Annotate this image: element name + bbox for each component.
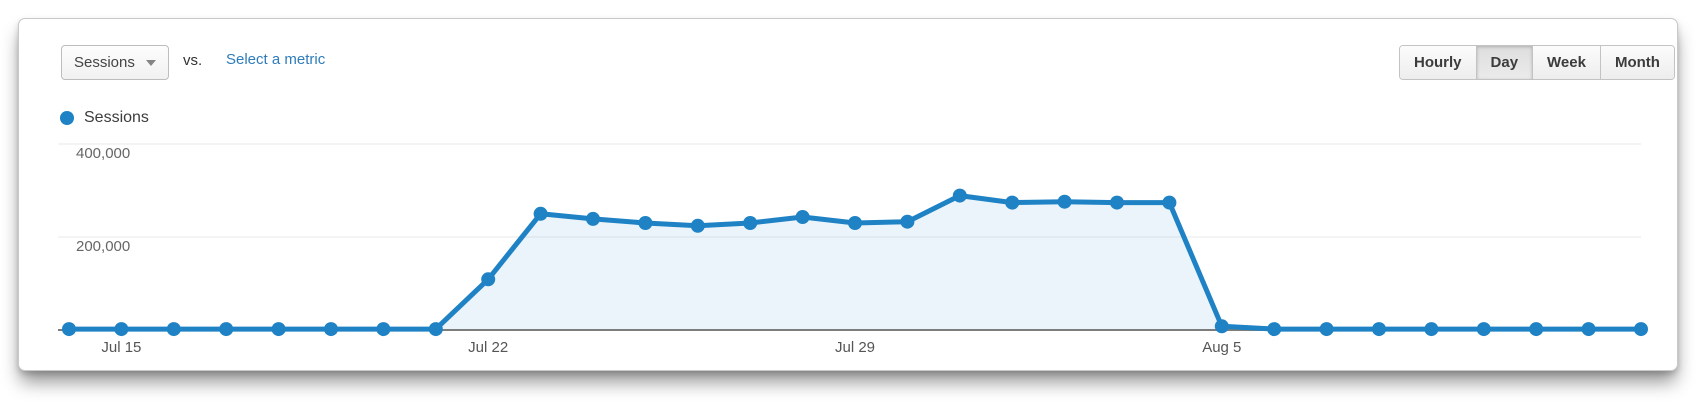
data-point-Jul 17[interactable]: [219, 322, 234, 337]
x-tick-label: Jul 29: [835, 339, 875, 356]
data-point-Aug 8[interactable]: [1372, 322, 1386, 337]
data-point-Jul 31[interactable]: [952, 188, 967, 203]
data-point-Jul 30[interactable]: [900, 214, 915, 229]
granularity-button-hourly[interactable]: Hourly: [1400, 46, 1477, 79]
data-point-Jul 22[interactable]: [481, 272, 496, 287]
data-point-Jul 19[interactable]: [324, 322, 338, 337]
granularity-button-group: Hourly Day Week Month: [1399, 45, 1675, 80]
data-point-Aug 3[interactable]: [1110, 195, 1124, 210]
select-a-metric-link[interactable]: Select a metric: [226, 51, 326, 68]
data-point-Jul 25[interactable]: [638, 216, 653, 230]
data-point-Aug 4[interactable]: [1162, 195, 1177, 210]
granularity-button-month[interactable]: Month: [1600, 46, 1674, 79]
data-point-Aug 2[interactable]: [1057, 194, 1072, 209]
legend-label: Sessions: [84, 109, 149, 126]
series-area-fill: [69, 195, 1641, 330]
data-point-Aug 13[interactable]: [1634, 322, 1648, 337]
data-point-Aug 7[interactable]: [1319, 322, 1334, 337]
data-point-Jul 27[interactable]: [743, 216, 758, 230]
data-point-Jul 18[interactable]: [271, 322, 286, 337]
data-point-Aug 9[interactable]: [1424, 322, 1439, 337]
vs-label: vs.: [183, 52, 203, 69]
y-tick-label: 200,000: [76, 238, 130, 255]
data-point-Jul 23[interactable]: [533, 206, 548, 221]
y-tick-label: 400,000: [76, 145, 130, 162]
metric-selector-dropdown[interactable]: Sessions: [61, 45, 169, 80]
x-tick-label: Jul 15: [101, 339, 141, 356]
data-point-Aug 1[interactable]: [1005, 195, 1020, 210]
data-point-Jul 21[interactable]: [428, 322, 443, 337]
data-point-Aug 10[interactable]: [1476, 322, 1491, 337]
x-tick-label: Jul 22: [468, 339, 508, 356]
data-point-Jul 26[interactable]: [690, 218, 705, 233]
legend-dot-icon: [60, 111, 74, 125]
granularity-button-week[interactable]: Week: [1533, 46, 1601, 79]
granularity-button-day[interactable]: Day: [1476, 46, 1534, 79]
x-tick-label: Aug 5: [1202, 339, 1241, 356]
data-point-Jul 28[interactable]: [795, 210, 810, 224]
sessions-chart[interactable]: 400,000 200,000 Jul 15 Jul 22 Jul 29 Aug 5: [41, 131, 1661, 371]
caret-down-icon: [146, 59, 156, 66]
metric-selector-label: Sessions: [74, 54, 135, 71]
data-point-Jul 29[interactable]: [848, 216, 862, 230]
data-point-Aug 5[interactable]: [1214, 319, 1229, 334]
sessions-chart-svg: 400,000 200,000 Jul 15 Jul 22 Jul 29 Aug 5: [58, 143, 1648, 356]
data-point-Jul 20[interactable]: [376, 322, 391, 337]
data-point-Jul 16[interactable]: [166, 322, 181, 337]
chart-panel-card: Sessions vs. Select a metric Hourly Day …: [18, 18, 1678, 371]
data-point-Aug 6[interactable]: [1267, 322, 1282, 337]
data-point-Aug 12[interactable]: [1581, 322, 1596, 337]
data-point-Jul 24[interactable]: [586, 211, 600, 226]
data-point-Aug 11[interactable]: [1529, 322, 1544, 337]
legend: Sessions: [60, 109, 149, 127]
data-point-Jul 14[interactable]: [62, 322, 76, 337]
data-point-Jul 15[interactable]: [114, 322, 129, 337]
